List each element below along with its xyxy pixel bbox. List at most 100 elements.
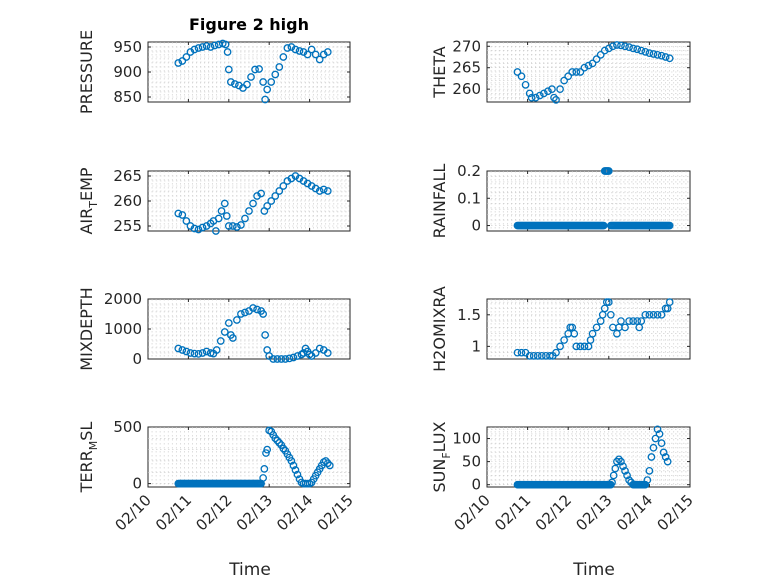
data-point xyxy=(645,466,654,475)
data-point xyxy=(216,337,225,345)
y-axis-label: THETA xyxy=(430,46,449,98)
data-point xyxy=(661,453,670,461)
data-point xyxy=(210,41,219,50)
data-series xyxy=(174,172,332,235)
data-point xyxy=(253,305,261,314)
x-tick-label: 02/12 xyxy=(192,491,235,534)
data-point xyxy=(223,48,232,56)
y-tick-label: 50 xyxy=(462,453,481,471)
data-point xyxy=(651,434,660,443)
data-point xyxy=(194,225,203,234)
data-point xyxy=(228,334,237,342)
data-point xyxy=(182,347,191,356)
data-point xyxy=(293,470,302,479)
data-point xyxy=(584,61,593,70)
data-point xyxy=(267,197,276,205)
data-point xyxy=(625,43,633,51)
data-point xyxy=(190,224,199,233)
data-point xyxy=(190,349,199,358)
y-tick-label: 265 xyxy=(113,167,142,185)
data-point xyxy=(194,44,203,52)
data-point xyxy=(260,465,269,473)
data-point xyxy=(221,40,230,49)
data-point xyxy=(572,342,581,351)
data-point xyxy=(275,63,284,71)
data-point xyxy=(224,222,233,230)
data-point xyxy=(287,457,296,465)
data-point xyxy=(237,221,245,229)
data-point xyxy=(217,207,226,215)
data-point xyxy=(291,466,300,474)
data-point xyxy=(580,63,589,72)
data-point xyxy=(206,43,215,51)
data-point xyxy=(293,352,302,360)
data-point xyxy=(295,47,304,55)
grid xyxy=(487,42,690,102)
data-point xyxy=(657,439,666,448)
data-point xyxy=(661,53,670,61)
y-axis-label: H2OMIXRA xyxy=(430,286,449,372)
data-series xyxy=(174,426,334,488)
data-point xyxy=(564,72,573,81)
data-point xyxy=(546,351,554,360)
data-point xyxy=(659,448,668,457)
data-point xyxy=(649,310,658,319)
y-axis-label: SUNFLUX xyxy=(430,421,453,492)
data-point xyxy=(604,44,613,53)
data-point xyxy=(521,81,530,89)
y-tick-label: 900 xyxy=(113,63,142,81)
y-tick-label: 0 xyxy=(471,217,481,235)
data-point xyxy=(629,44,638,53)
data-point xyxy=(625,317,633,325)
data-point xyxy=(653,310,662,319)
x-axis-label-left: Time xyxy=(228,560,271,580)
y-tick-label: 0.2 xyxy=(457,162,481,180)
y-tick-label: 270 xyxy=(452,37,481,55)
x-tick-label: 02/13 xyxy=(233,491,276,534)
data-point xyxy=(233,223,241,231)
data-point xyxy=(608,478,616,487)
data-point xyxy=(198,349,207,357)
data-point xyxy=(178,211,187,219)
data-point xyxy=(576,342,585,351)
data-point xyxy=(249,304,257,312)
data-point xyxy=(279,53,288,61)
data-point xyxy=(243,80,251,89)
subplot-h2omixra: 1 1.5 H2OMIXRA xyxy=(430,286,691,372)
data-point xyxy=(645,310,654,319)
data-point xyxy=(323,187,332,195)
data-point xyxy=(665,221,674,230)
data-point xyxy=(653,425,662,434)
data-point xyxy=(255,65,263,73)
data-point xyxy=(224,65,233,74)
data-point xyxy=(641,48,650,56)
data-point xyxy=(315,344,324,353)
data-point xyxy=(279,444,288,453)
data-point xyxy=(625,476,633,484)
data-point xyxy=(262,449,270,457)
data-point xyxy=(556,85,564,93)
y-tick-label: 255 xyxy=(113,217,142,235)
data-point xyxy=(653,51,662,59)
data-point xyxy=(621,323,629,332)
y-tick-label: 1 xyxy=(471,337,481,355)
x-tick-label: 02/14 xyxy=(273,491,316,534)
y-tick-label: 850 xyxy=(113,88,142,106)
data-series xyxy=(513,167,674,230)
data-point xyxy=(633,45,642,54)
data-point xyxy=(289,353,298,362)
data-point xyxy=(537,351,546,360)
x-tick-label: 02/10 xyxy=(112,491,155,534)
data-point xyxy=(271,434,280,443)
data-point xyxy=(323,48,332,56)
data-point xyxy=(665,298,674,307)
data-point xyxy=(233,316,241,324)
subplot-rainfall: 0 0.1 0.2 RAINFALL xyxy=(430,162,691,238)
y-tick-label: 0 xyxy=(132,350,142,368)
data-point xyxy=(319,185,328,194)
y-tick-label: 950 xyxy=(113,38,142,56)
data-point xyxy=(263,85,272,94)
x-tick-label: 02/11 xyxy=(491,491,534,534)
data-point xyxy=(621,466,629,475)
data-point xyxy=(311,50,320,59)
